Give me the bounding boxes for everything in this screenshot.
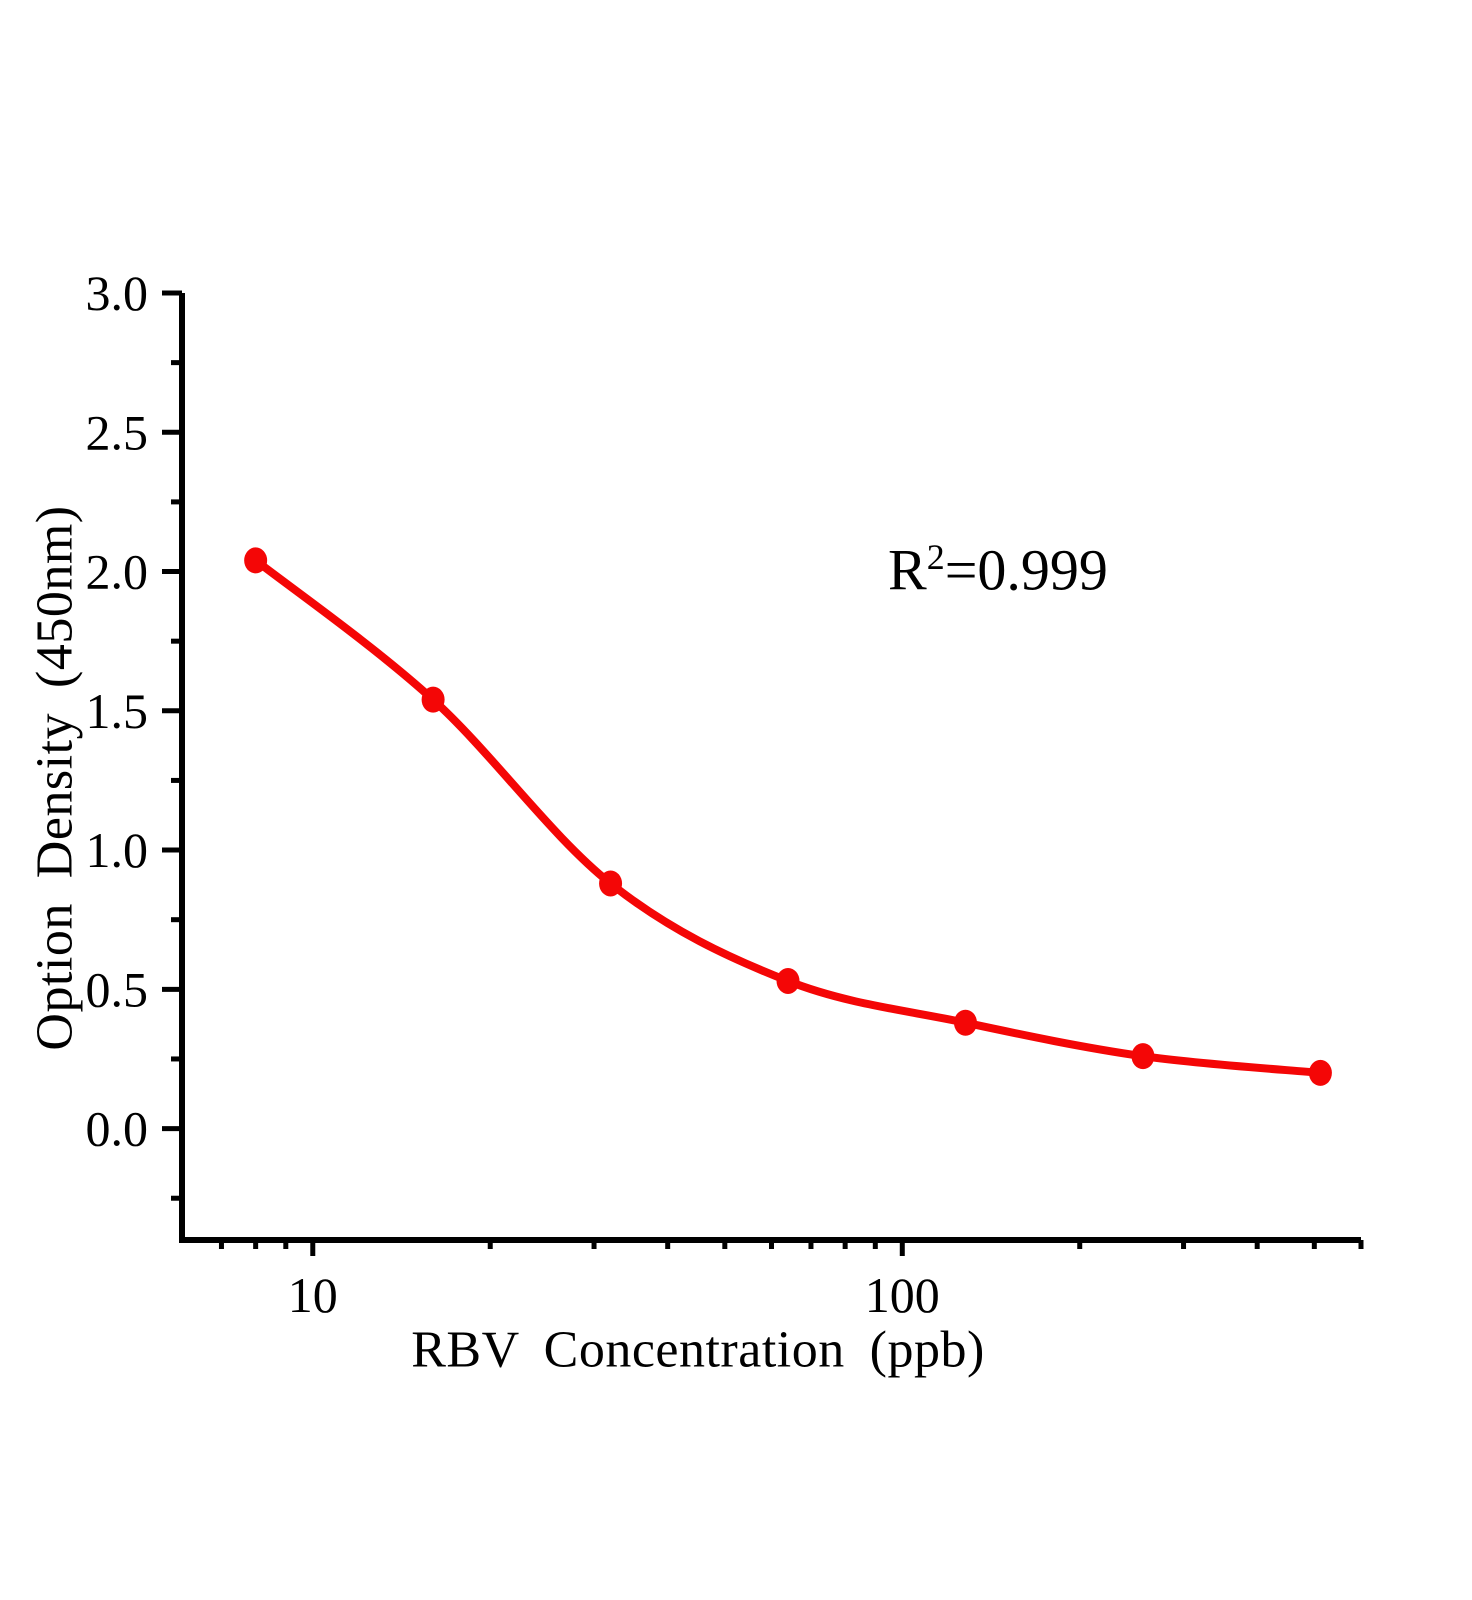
data-point-marker — [953, 1009, 977, 1036]
y-tick-label: 1.0 — [86, 822, 149, 878]
data-point-marker — [1308, 1059, 1332, 1086]
y-tick-label: 2.0 — [86, 544, 149, 600]
y-tick-label: 3.0 — [86, 265, 149, 321]
r-squared-base: R — [888, 537, 927, 603]
axes-spine — [179, 293, 1361, 1243]
fit-curve — [251, 556, 1325, 1077]
r-squared-annotation: R2=0.999 — [888, 537, 1108, 604]
data-point-marker — [599, 870, 623, 897]
y-tick-label: 0.5 — [86, 961, 149, 1017]
data-point-marker — [421, 686, 445, 713]
data-point-marker — [1131, 1043, 1155, 1070]
x-axis-title: RBV Concentration (ppb) — [411, 1321, 985, 1379]
y-tick-label: 0.0 — [86, 1101, 149, 1157]
y-tick-label: 2.5 — [86, 404, 149, 460]
r-squared-value: =0.999 — [944, 537, 1108, 603]
data-point-marker — [776, 967, 800, 994]
x-tick-label: 10 — [288, 1267, 338, 1323]
x-tick-label: 100 — [865, 1267, 940, 1323]
r-squared-exponent: 2 — [926, 537, 945, 578]
data-point-marker — [244, 547, 268, 574]
y-tick-label: 1.5 — [86, 683, 149, 739]
y-axis-title: Option Density (450nm) — [26, 505, 84, 1051]
